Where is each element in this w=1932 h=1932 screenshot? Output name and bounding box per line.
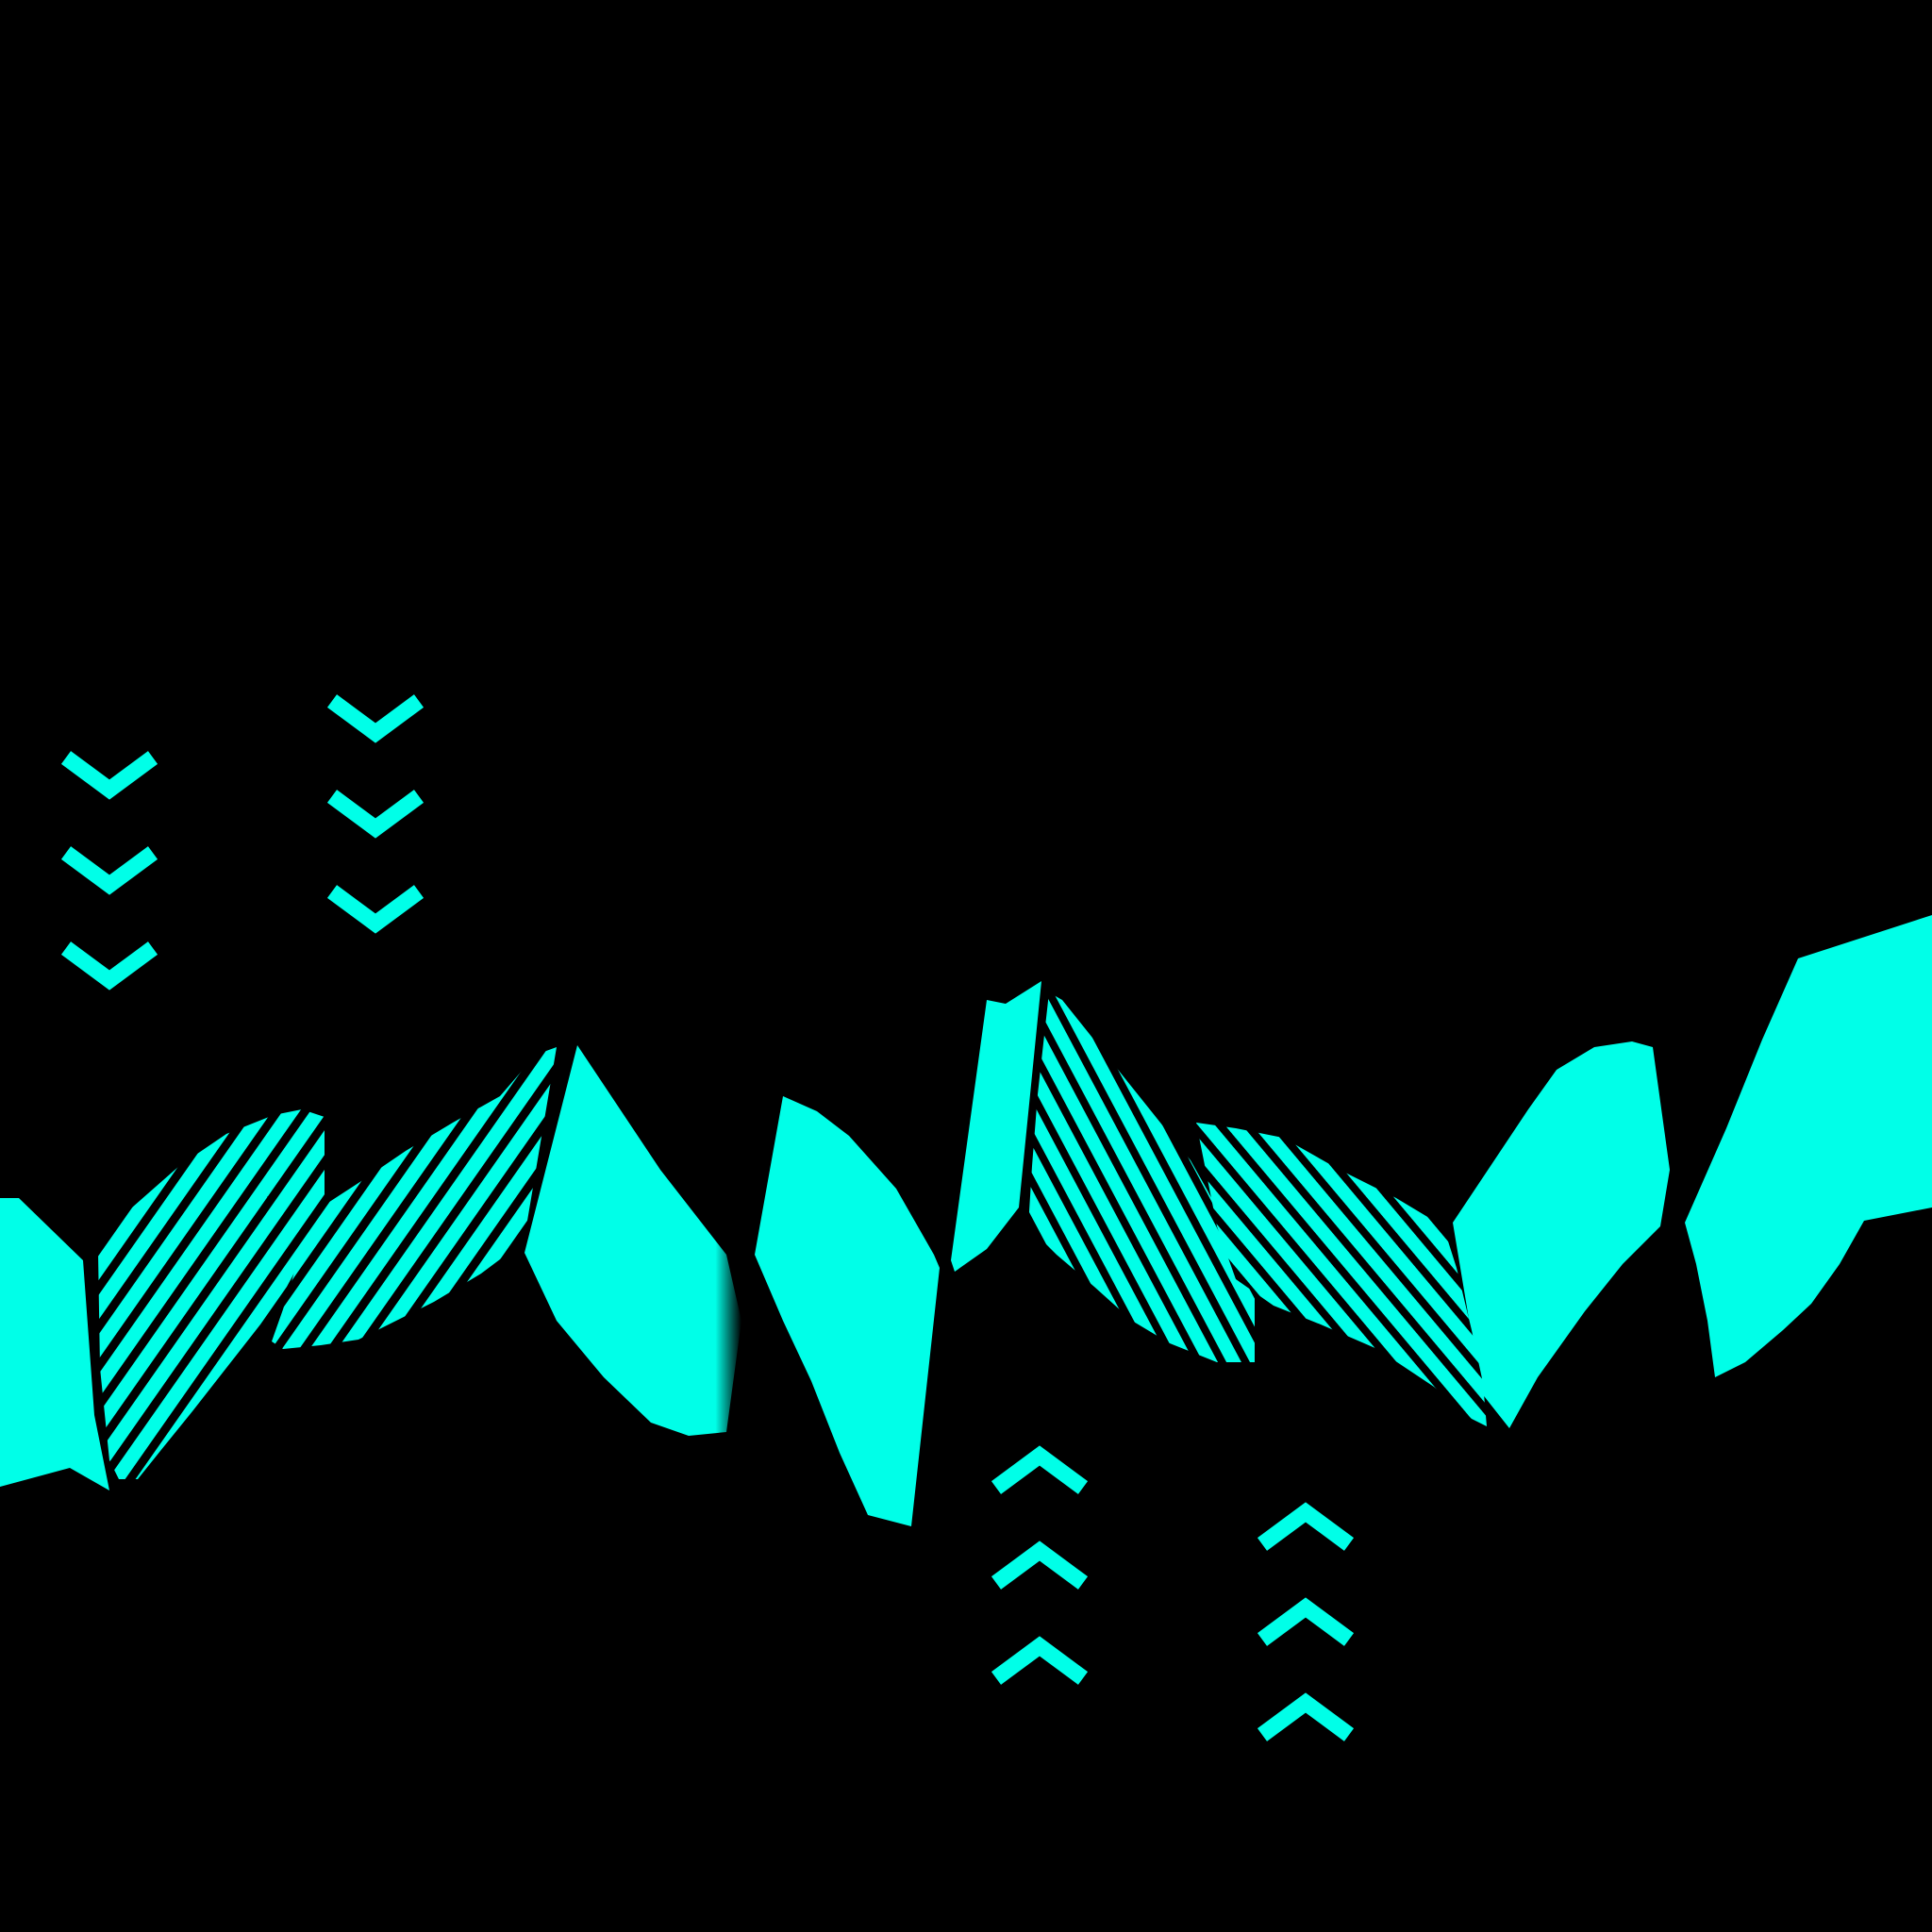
chevron-down-icon [326, 790, 425, 839]
chevron-down-icon [326, 694, 425, 743]
ribbon-panel-solid [755, 1096, 940, 1526]
chevron-down-icon [60, 941, 158, 991]
chevron-down-icon [60, 751, 158, 800]
ribbon-panel-solid [1453, 1041, 1670, 1428]
chevron-up-icon [1257, 1692, 1355, 1741]
chevron-decorations [60, 694, 1355, 1741]
zigzag-ribbon [0, 915, 1932, 1526]
chevron-up-icon [1257, 1597, 1355, 1646]
ribbon-panel-solid [1685, 915, 1932, 1377]
ribbon-panel-solid [951, 981, 1041, 1272]
chevron-down-icon [326, 885, 425, 934]
chevron-down-icon [60, 846, 158, 895]
ribbon-panel-striped [98, 1109, 325, 1479]
ribbon-panel-solid [0, 1198, 109, 1491]
chevron-up-icon [991, 1541, 1089, 1590]
ribbon-panel-striped [272, 1047, 557, 1349]
chevron-up-icon [991, 1636, 1089, 1685]
ribbon-panel-striped [1028, 992, 1255, 1362]
ribbon-panel-solid [525, 1045, 741, 1436]
ribbon-panel-striped [1196, 1123, 1487, 1426]
chevron-up-icon [1257, 1502, 1355, 1551]
chevron-up-icon [991, 1445, 1089, 1494]
